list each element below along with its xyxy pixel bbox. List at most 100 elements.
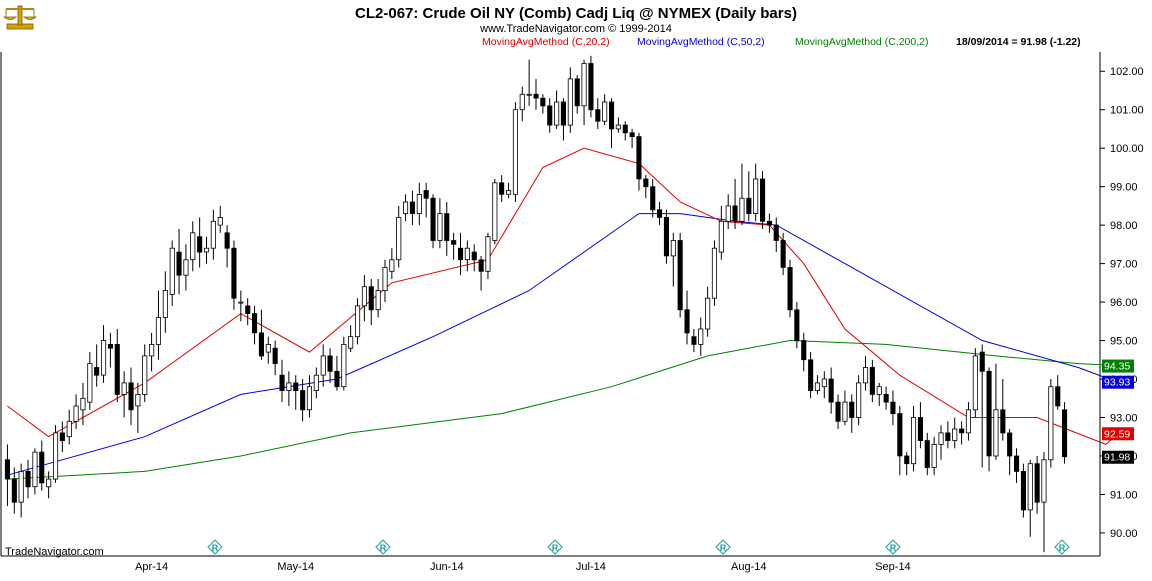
x-axis: Apr-14 May-14 Jun-14 Jul-14 Aug-14 Sep-14 xyxy=(135,561,911,573)
candle xyxy=(979,344,985,468)
candle xyxy=(917,402,923,449)
candle xyxy=(931,436,937,476)
candle xyxy=(416,182,422,226)
candle xyxy=(80,382,86,426)
candle xyxy=(739,163,745,226)
candle xyxy=(73,394,79,430)
candle xyxy=(780,232,786,276)
candle xyxy=(423,182,429,218)
candle xyxy=(808,352,814,399)
candle xyxy=(952,417,958,449)
candle xyxy=(11,467,17,514)
candle xyxy=(773,217,779,253)
y-tick-label: 96.00 xyxy=(1110,297,1138,309)
candle xyxy=(114,329,120,403)
candle xyxy=(444,202,450,256)
svg-text:R: R xyxy=(720,543,727,553)
x-tick-label: Jun-14 xyxy=(430,561,464,573)
candlestick-series xyxy=(4,55,1068,553)
candle xyxy=(396,205,402,268)
svg-text:R: R xyxy=(1059,543,1066,553)
candle xyxy=(698,317,704,356)
candle xyxy=(32,448,38,495)
candle xyxy=(725,194,731,229)
y-tick-label: 95.00 xyxy=(1110,336,1138,348)
candle xyxy=(897,405,903,476)
candle xyxy=(705,286,711,337)
candle xyxy=(629,128,635,149)
candle xyxy=(1041,452,1047,553)
y-tick-label: 90.00 xyxy=(1110,528,1138,540)
candle xyxy=(760,171,766,229)
candle xyxy=(684,290,690,345)
indicator-label-ma50: MovingAvgMethod (C,50,2) xyxy=(637,36,765,48)
candle xyxy=(533,78,539,110)
candle xyxy=(842,390,848,426)
candle xyxy=(66,409,72,445)
candle xyxy=(39,440,45,491)
svg-text:R: R xyxy=(212,543,219,553)
r-diamond-icon: R xyxy=(375,539,391,555)
x-tick-label: Aug-14 xyxy=(731,561,766,573)
candle xyxy=(711,240,717,306)
candle xyxy=(540,94,546,114)
svg-text:94.35: 94.35 xyxy=(1104,361,1130,373)
indicator-label-ma20: MovingAvgMethod (C,20,2) xyxy=(482,36,610,48)
y-tick-label: 98.00 xyxy=(1110,220,1138,232)
r-diamond-icon: R xyxy=(885,539,901,555)
candle xyxy=(4,444,11,506)
candle xyxy=(382,259,388,303)
y-tick-label: 102.00 xyxy=(1110,66,1144,78)
candle xyxy=(354,298,361,345)
candle xyxy=(972,348,978,418)
candle xyxy=(334,355,340,391)
candle xyxy=(657,202,663,226)
candle xyxy=(210,209,216,260)
candle xyxy=(121,371,127,418)
candle xyxy=(863,355,869,391)
candle xyxy=(451,232,457,260)
candle xyxy=(258,309,264,360)
candle xyxy=(753,163,759,222)
y-tick-label: 97.00 xyxy=(1110,259,1138,271)
candle xyxy=(389,248,395,279)
candle xyxy=(965,402,971,441)
candle xyxy=(348,325,354,353)
y-tick-label: 99.00 xyxy=(1110,182,1138,194)
candle xyxy=(835,394,841,430)
candle xyxy=(547,98,553,133)
candle xyxy=(526,59,532,106)
candle xyxy=(457,232,464,276)
candle xyxy=(1048,379,1054,468)
candle xyxy=(471,244,477,272)
candle xyxy=(609,98,615,149)
candle xyxy=(560,98,566,141)
svg-text:93.93: 93.93 xyxy=(1104,377,1130,389)
copyright-text: www.TradeNavigator.com © 1999-2014 xyxy=(479,23,672,35)
candle xyxy=(135,382,141,433)
y-axis: 90.0091.0092.0093.0094.0095.0096.0097.00… xyxy=(1100,66,1144,540)
candle xyxy=(602,94,608,126)
candle xyxy=(814,375,820,395)
candle xyxy=(574,75,580,114)
candle xyxy=(1027,459,1033,537)
candle xyxy=(203,236,210,264)
candle xyxy=(677,232,683,318)
candle xyxy=(155,290,162,360)
candle xyxy=(904,452,910,476)
svg-text:R: R xyxy=(380,543,387,553)
candle xyxy=(272,340,278,376)
candle xyxy=(821,371,827,399)
svg-text:R: R xyxy=(552,543,559,553)
last-value-badge: 94.35 xyxy=(1102,359,1134,373)
y-tick-label: 93.00 xyxy=(1110,412,1138,424)
candle xyxy=(499,175,505,203)
candle xyxy=(924,432,930,476)
candle xyxy=(190,221,196,272)
candle xyxy=(670,232,676,287)
candle xyxy=(25,459,31,499)
candle xyxy=(327,348,333,383)
candle xyxy=(945,421,951,449)
